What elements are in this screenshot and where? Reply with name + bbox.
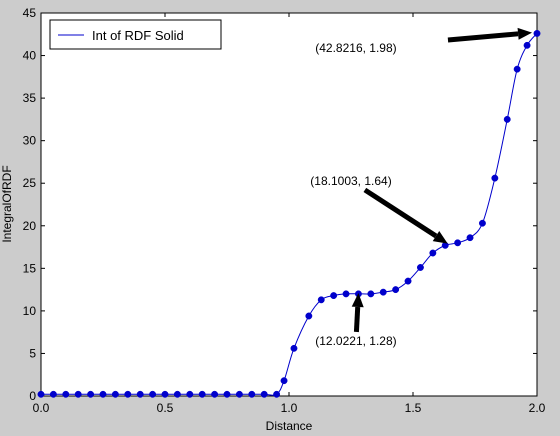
legend-label: Int of RDF Solid: [92, 28, 184, 43]
data-point: [533, 29, 541, 37]
y-tick-label: 20: [23, 219, 37, 233]
annotation-arrow-head: [351, 293, 364, 308]
data-point: [429, 249, 437, 257]
x-axis-label: Distance: [266, 419, 313, 433]
annotation-arrow-head: [517, 27, 533, 40]
data-point: [466, 234, 474, 242]
y-tick-label: 35: [23, 91, 37, 105]
data-point: [404, 277, 412, 285]
data-point: [330, 292, 338, 300]
data-point: [513, 65, 521, 73]
y-tick-label: 30: [23, 134, 37, 148]
data-point: [111, 390, 119, 398]
data-point: [523, 41, 531, 49]
data-point: [223, 390, 231, 398]
data-point: [62, 390, 70, 398]
x-tick-label: 0.0: [33, 401, 50, 415]
annotation-label: (42.8216, 1.98): [315, 41, 396, 55]
data-point: [173, 390, 181, 398]
data-point: [416, 264, 424, 271]
axis-ticks: 0.0 0.5 1.0 1.5 2.0 0 5 10 15 20 25 30 35 40 45: [23, 6, 546, 415]
data-point: [273, 390, 281, 398]
annotation-label: (18.1003, 1.64): [310, 174, 391, 188]
y-tick-label: 5: [29, 346, 36, 360]
data-point: [235, 390, 243, 398]
data-point: [305, 312, 313, 320]
legend: Int of RDF Solid: [49, 19, 222, 50]
y-tick-label: 45: [23, 6, 37, 20]
data-point: [317, 296, 325, 304]
data-point: [392, 286, 400, 294]
data-point: [37, 390, 45, 398]
annotation-label: (12.0221, 1.28): [315, 334, 396, 348]
data-point: [74, 390, 82, 398]
data-point: [379, 288, 387, 296]
data-point: [99, 390, 107, 398]
annotation-arrow-shaft: [353, 306, 361, 333]
plot-area: [40, 12, 538, 397]
data-point: [342, 290, 350, 298]
y-tick-label: 25: [23, 176, 37, 190]
data-point: [87, 390, 95, 398]
data-point: [478, 219, 486, 227]
data-point: [136, 390, 144, 398]
data-point: [198, 390, 206, 398]
data-point: [454, 239, 462, 247]
data-point: [290, 344, 298, 352]
annotation-arrow-shaft: [447, 31, 519, 43]
y-tick-label: 15: [23, 261, 37, 275]
data-point: [186, 390, 194, 398]
annotations: (42.8216, 1.98) (18.1003, 1.64) (12.0221, …: [310, 27, 533, 348]
x-tick-label: 1.5: [405, 401, 422, 415]
data-point: [503, 115, 511, 123]
y-tick-label: 40: [23, 49, 37, 63]
y-axis-label: IntegralOfRDF: [0, 165, 14, 242]
x-tick-label: 2.0: [529, 401, 546, 415]
data-point: [161, 390, 169, 398]
data-point: [49, 390, 57, 398]
data-point: [124, 390, 132, 398]
y-tick-label: 0: [29, 389, 36, 403]
y-tick-label: 10: [23, 304, 37, 318]
data-point: [248, 390, 256, 398]
annotation-arrow-head: [432, 230, 448, 244]
data-point: [491, 174, 499, 182]
data-point: [149, 390, 157, 398]
data-series: [37, 29, 541, 398]
data-point: [280, 377, 288, 385]
data-point: [211, 390, 219, 398]
x-tick-label: 1.0: [281, 401, 298, 415]
data-point: [260, 390, 268, 398]
x-tick-label: 0.5: [157, 401, 174, 415]
data-point: [367, 290, 375, 298]
annotation-arrow-shaft: [363, 187, 438, 239]
